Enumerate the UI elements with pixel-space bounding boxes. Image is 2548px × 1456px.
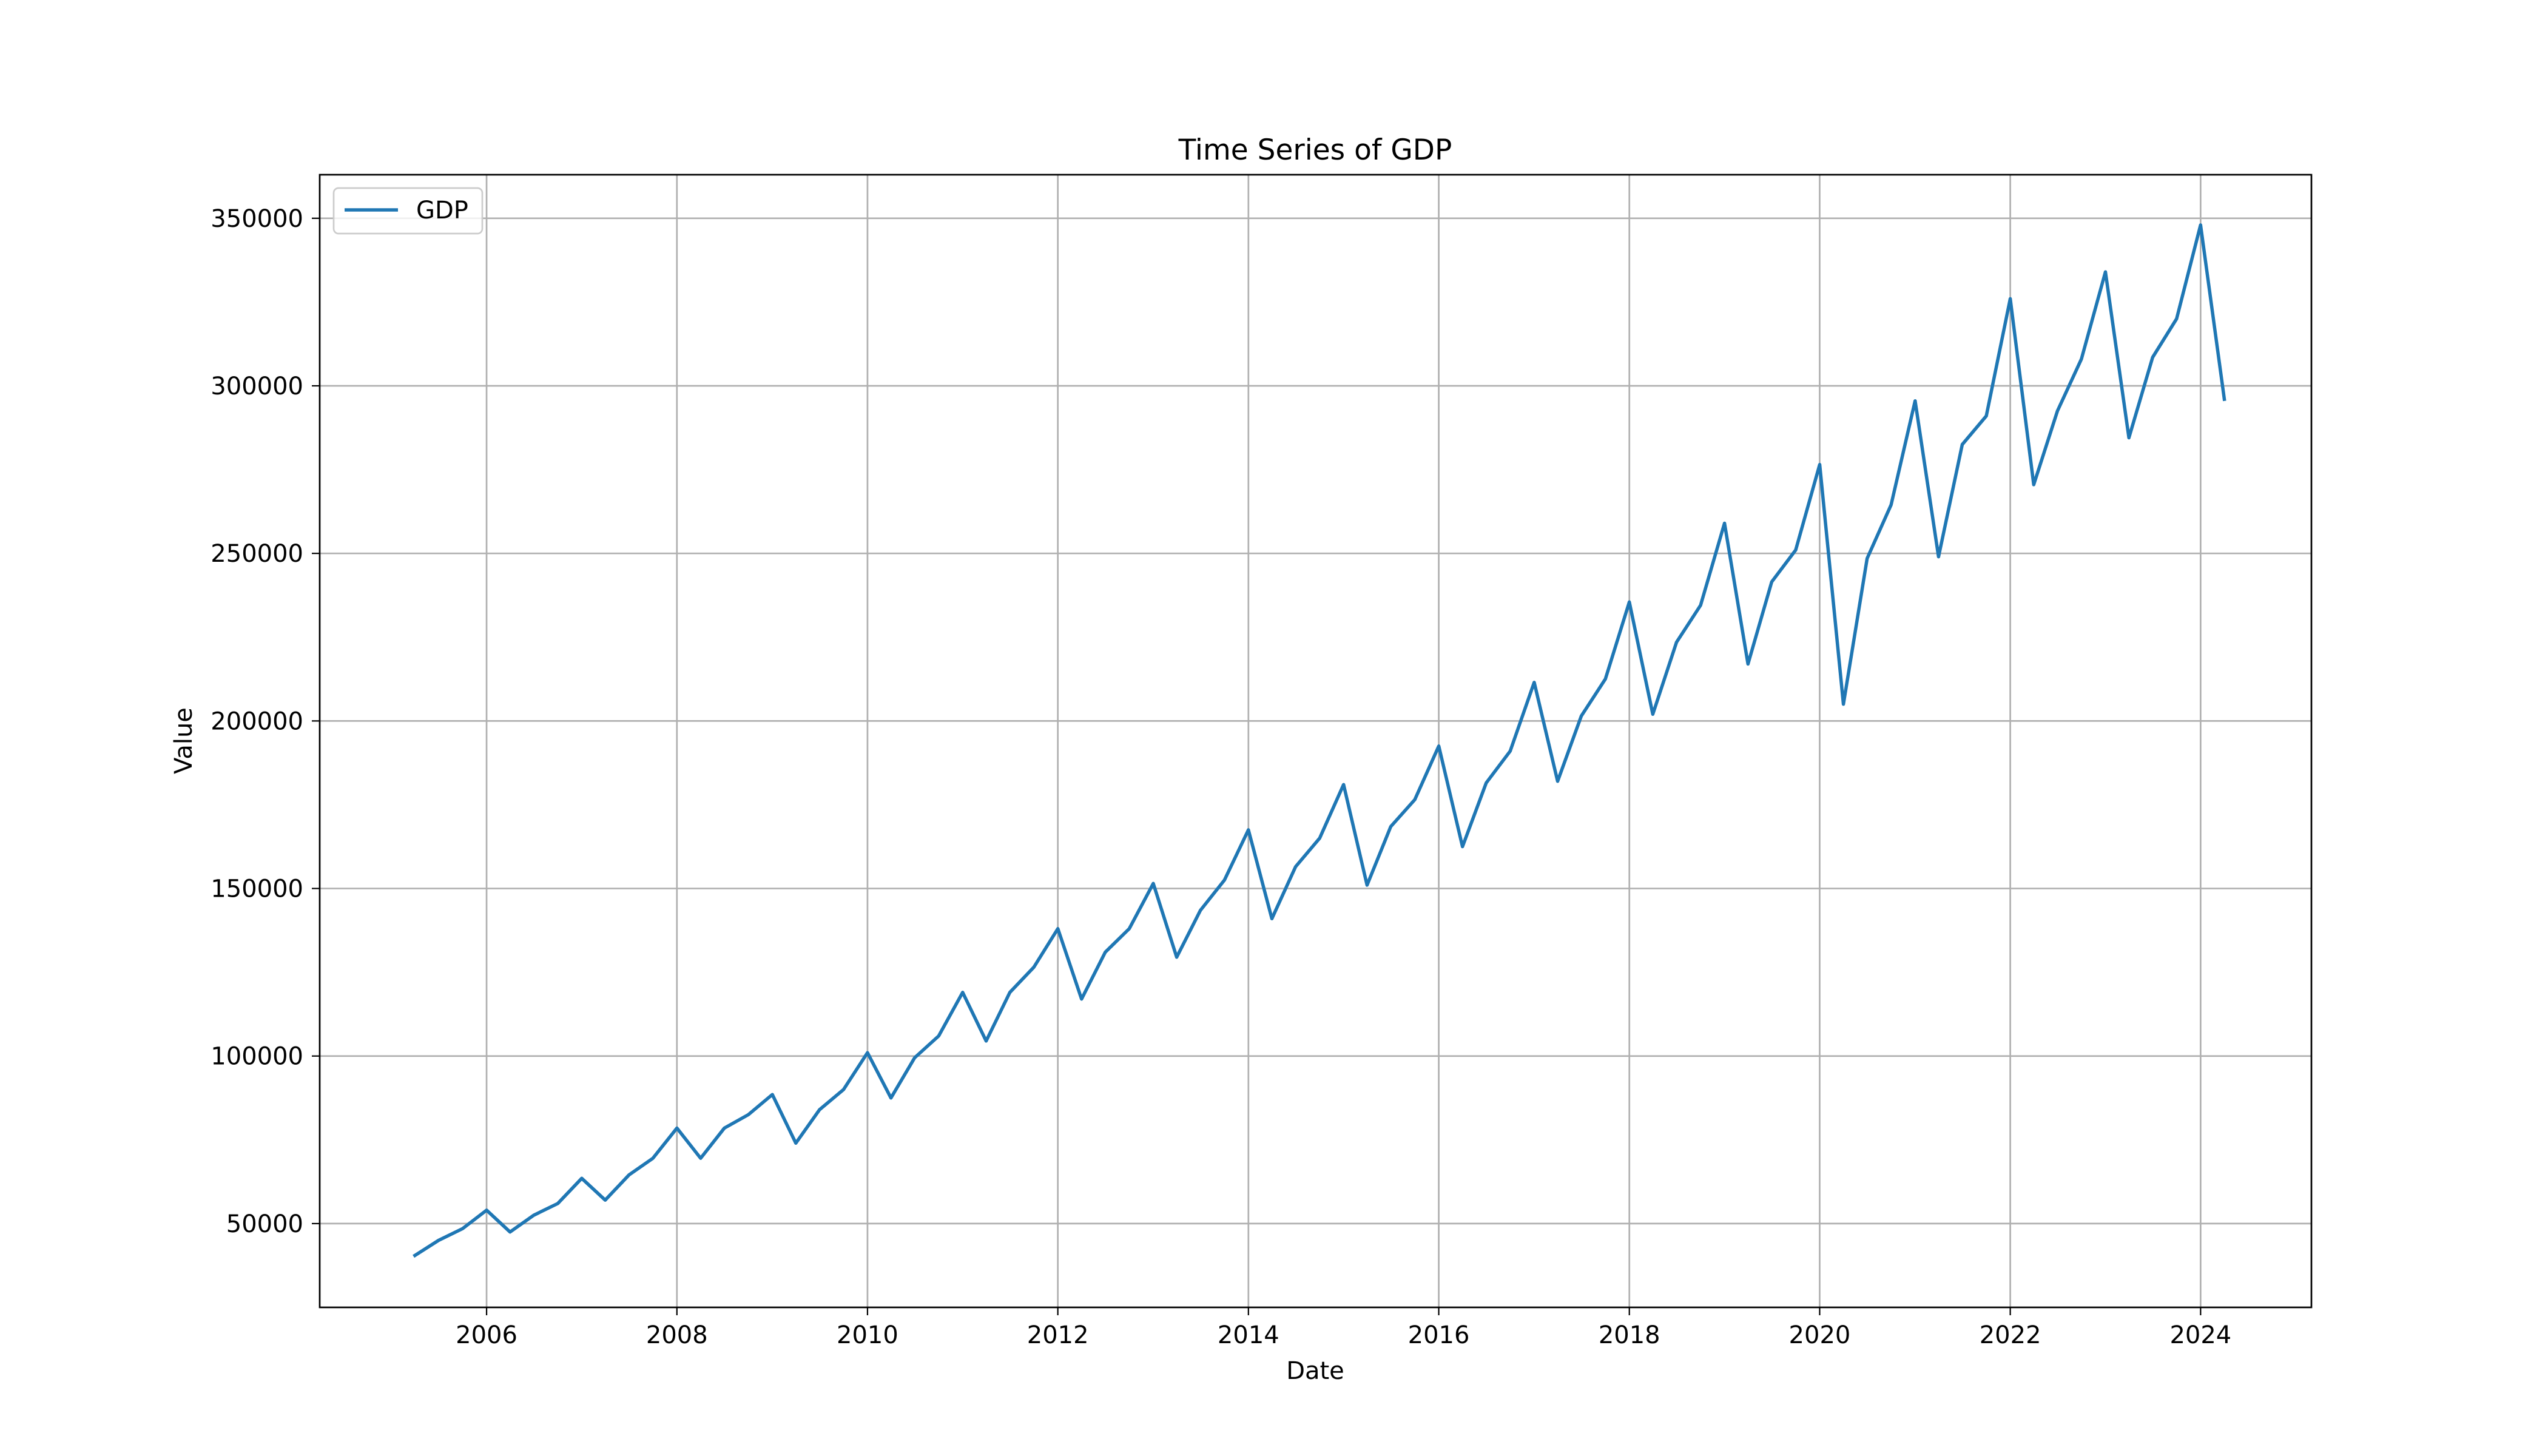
x-tick-label: 2010 [837,1321,898,1349]
y-tick-label: 150000 [211,875,303,903]
x-tick-label: 2012 [1027,1321,1089,1349]
x-tick-label: 2018 [1599,1321,1660,1349]
y-tick-label: 300000 [211,372,303,400]
ticks [312,217,2202,1315]
x-tick-label: 2020 [1789,1321,1851,1349]
x-tick-label: 2006 [456,1321,517,1349]
grid [320,175,2311,1307]
legend-box [332,187,484,235]
x-tick-label: 2008 [646,1321,708,1349]
y-tick-label: 100000 [211,1043,303,1071]
x-tick-label: 2014 [1218,1321,1279,1349]
y-tick-label: 200000 [211,707,303,735]
series-line-gdp [413,223,2226,1258]
x-tick-label: 2024 [2169,1321,2231,1349]
chart-title: Time Series of GDP [1178,133,1452,167]
x-tick-label: 2016 [1408,1321,1470,1349]
x-axis-label: Date [1286,1357,1344,1385]
x-tick-label: 2022 [1980,1321,2041,1349]
plot-frame [318,174,2313,1309]
x-tick-labels: 2006 2008 2010 2012 2014 2016 2018 2020 2022 2024 [456,1321,2231,1349]
legend: GDP [332,187,484,235]
plot-background [320,175,2311,1307]
y-axis-label: Value [170,707,198,774]
y-tick-labels: 50000 100000 150000 200000 250000 300000 35000… [211,205,303,1238]
y-tick-label: 50000 [226,1210,303,1238]
legend-label-gdp: GDP [416,197,468,224]
y-tick-label: 350000 [211,205,303,233]
y-tick-label: 250000 [211,540,303,568]
